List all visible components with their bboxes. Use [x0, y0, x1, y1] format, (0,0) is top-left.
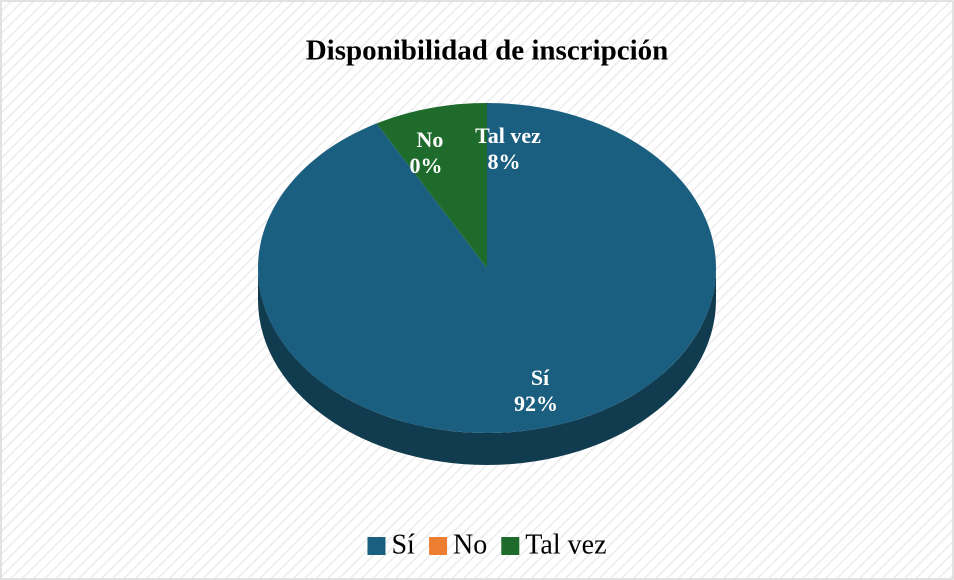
data-label-value: 8% — [488, 149, 521, 174]
data-label-category: No — [417, 127, 444, 152]
legend-swatch — [429, 537, 448, 555]
chart-title: Disponibilidad de inscripción — [306, 35, 669, 67]
data-label-category: Tal vez — [475, 123, 541, 148]
legend-label: Tal vez — [525, 529, 606, 560]
data-label-value: 0% — [410, 153, 443, 178]
slice — [257, 103, 716, 433]
legend-label: No — [453, 529, 487, 560]
data-label-value: 92% — [514, 391, 558, 416]
slice-side — [258, 268, 716, 465]
slice — [376, 103, 487, 268]
legend-swatch — [367, 537, 386, 555]
data-label-category: Sí — [531, 365, 550, 390]
legend: Sí No Tal vez — [367, 529, 607, 560]
legend-swatch — [501, 537, 520, 555]
legend-label: Sí — [391, 529, 415, 560]
